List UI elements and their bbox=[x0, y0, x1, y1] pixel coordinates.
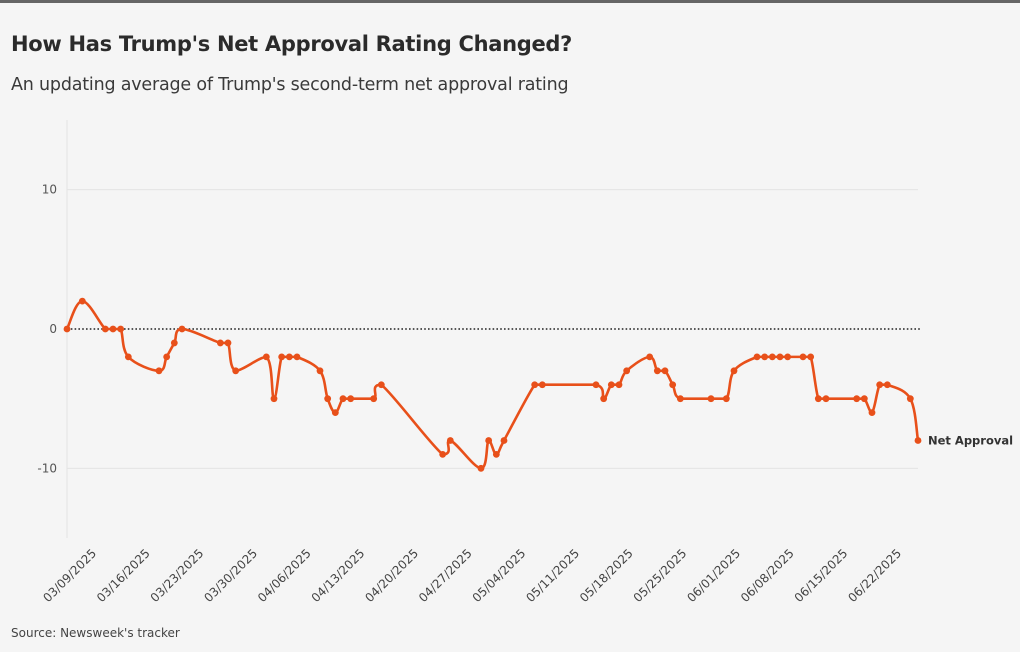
x-tick-label: 05/11/2025 bbox=[523, 546, 582, 605]
chart-subtitle: An updating average of Trump's second-te… bbox=[11, 75, 569, 95]
x-tick-label: 05/18/2025 bbox=[577, 546, 636, 605]
data-point bbox=[324, 395, 332, 403]
data-point bbox=[124, 353, 132, 361]
data-point bbox=[807, 353, 815, 361]
data-point bbox=[761, 353, 769, 361]
data-point bbox=[669, 381, 677, 389]
data-point bbox=[646, 353, 654, 361]
data-point bbox=[155, 367, 163, 375]
x-tick-label: 06/01/2025 bbox=[684, 546, 743, 605]
series-line bbox=[65, 299, 920, 470]
data-point bbox=[853, 395, 861, 403]
data-point bbox=[63, 325, 71, 333]
x-tick-label: 03/30/2025 bbox=[201, 546, 260, 605]
data-point bbox=[784, 353, 792, 361]
data-point bbox=[278, 353, 286, 361]
data-point bbox=[799, 353, 807, 361]
x-tick-label: 04/06/2025 bbox=[255, 546, 314, 605]
x-tick-label: 03/23/2025 bbox=[148, 546, 207, 605]
data-point bbox=[316, 367, 324, 375]
data-point bbox=[347, 395, 355, 403]
axis-layer: 10 0 -10 03/09/202503/16/202503/23/202503/3… bbox=[37, 183, 904, 605]
x-tick-label: 03/09/2025 bbox=[40, 546, 99, 605]
data-point bbox=[753, 353, 761, 361]
x-tick-label: 06/08/2025 bbox=[738, 546, 797, 605]
data-point bbox=[224, 339, 232, 347]
x-tick-label: 05/04/2025 bbox=[470, 546, 529, 605]
data-point bbox=[331, 409, 339, 416]
data-point bbox=[615, 381, 623, 389]
data-point bbox=[178, 325, 186, 333]
chart-title: How Has Trump's Net Approval Rating Chan… bbox=[11, 32, 573, 56]
data-point bbox=[477, 464, 485, 472]
data-point bbox=[492, 451, 500, 458]
data-point bbox=[707, 395, 715, 403]
x-tick-label: 04/27/2025 bbox=[416, 546, 475, 605]
x-tick-label: 06/15/2025 bbox=[792, 546, 851, 605]
data-point bbox=[822, 395, 830, 403]
data-point bbox=[170, 339, 178, 347]
x-tick-label: 04/20/2025 bbox=[362, 546, 421, 605]
data-point bbox=[262, 353, 270, 361]
data-point bbox=[623, 367, 631, 375]
data-point bbox=[914, 437, 922, 444]
data-point bbox=[776, 353, 784, 361]
data-point bbox=[109, 325, 117, 333]
data-point bbox=[876, 381, 884, 389]
data-point bbox=[814, 395, 822, 403]
data-point bbox=[370, 395, 378, 403]
data-point bbox=[607, 381, 615, 389]
data-point bbox=[446, 437, 454, 444]
data-point bbox=[600, 395, 608, 403]
grid-layer bbox=[66, 120, 920, 538]
data-point bbox=[232, 367, 240, 375]
series-layer: Net Approval bbox=[63, 297, 1013, 472]
data-point bbox=[78, 297, 86, 305]
x-tick-label: 04/13/2025 bbox=[309, 546, 368, 605]
top-rule bbox=[0, 0, 1020, 3]
data-point bbox=[661, 367, 669, 375]
data-point bbox=[883, 381, 891, 389]
data-point bbox=[485, 437, 493, 444]
series-label: Net Approval bbox=[928, 433, 1013, 447]
data-point bbox=[592, 381, 600, 389]
x-tick-label: 05/25/2025 bbox=[631, 546, 690, 605]
data-point bbox=[285, 353, 293, 361]
x-tick-label: 03/16/2025 bbox=[94, 546, 153, 605]
data-point bbox=[722, 395, 730, 403]
data-point bbox=[339, 395, 347, 403]
data-point bbox=[216, 339, 224, 347]
y-tick-label: 0 bbox=[49, 322, 57, 336]
data-point bbox=[117, 325, 125, 333]
data-point bbox=[730, 367, 738, 375]
data-point bbox=[868, 409, 876, 416]
data-point bbox=[531, 381, 539, 389]
data-point bbox=[270, 395, 278, 403]
data-point bbox=[500, 437, 508, 444]
data-point bbox=[439, 451, 447, 458]
data-point bbox=[101, 325, 109, 333]
data-point bbox=[860, 395, 868, 403]
data-point bbox=[768, 353, 776, 361]
y-tick-label: 10 bbox=[42, 183, 57, 197]
x-tick-label: 06/22/2025 bbox=[845, 546, 904, 605]
y-tick-label: -10 bbox=[37, 461, 57, 475]
data-point bbox=[676, 395, 684, 403]
data-point bbox=[906, 395, 914, 403]
data-point bbox=[538, 381, 546, 389]
source-note: Source: Newsweek's tracker bbox=[11, 626, 180, 640]
data-point bbox=[653, 367, 661, 375]
data-point bbox=[293, 353, 301, 361]
data-point bbox=[163, 353, 171, 361]
data-point bbox=[377, 381, 385, 389]
